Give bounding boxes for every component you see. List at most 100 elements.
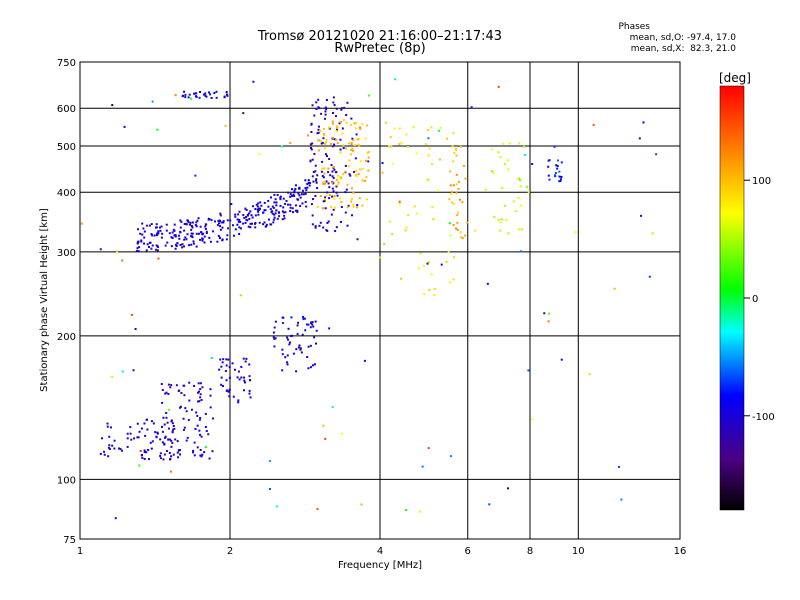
data-point: [189, 221, 192, 224]
data-point: [355, 206, 358, 209]
data-point: [258, 207, 261, 210]
data-point: [430, 163, 433, 166]
data-point: [259, 201, 262, 204]
data-point: [226, 93, 229, 96]
data-point: [324, 207, 327, 210]
data-point: [199, 382, 202, 385]
data-point: [242, 222, 245, 225]
data-point: [263, 201, 266, 204]
data-point: [282, 206, 285, 209]
colorbar-tick-label: -100: [752, 412, 775, 423]
data-point: [450, 455, 453, 458]
data-point: [271, 205, 274, 208]
data-point: [209, 93, 212, 96]
data-point: [289, 341, 292, 344]
data-point: [339, 138, 342, 141]
data-point: [170, 455, 173, 458]
data-point: [339, 121, 342, 124]
data-point: [249, 210, 252, 213]
data-point: [304, 187, 307, 190]
data-point: [331, 122, 334, 125]
data-point: [348, 173, 351, 176]
data-point: [185, 439, 188, 442]
data-point: [196, 424, 199, 427]
data-point: [257, 213, 260, 216]
data-point: [234, 228, 237, 231]
data-point: [452, 160, 455, 163]
data-point: [449, 170, 452, 173]
data-point: [367, 169, 370, 172]
data-point: [239, 294, 242, 297]
data-point: [177, 456, 180, 459]
data-point: [310, 203, 313, 206]
data-point: [173, 223, 176, 226]
data-point: [151, 244, 154, 247]
data-point: [412, 126, 415, 129]
data-point: [315, 178, 318, 181]
data-point: [136, 242, 139, 245]
data-point: [305, 323, 308, 326]
data-point: [199, 416, 202, 419]
data-points: [80, 78, 658, 520]
data-point: [111, 104, 114, 107]
data-point: [438, 158, 441, 161]
data-point: [199, 396, 202, 399]
data-point: [198, 400, 201, 403]
data-point: [506, 159, 509, 162]
data-point: [199, 448, 202, 451]
data-point: [204, 412, 207, 415]
data-point: [196, 219, 199, 222]
x-axis-ticks: 1 2 4 6 8 10 16: [77, 546, 687, 557]
data-point: [214, 220, 217, 223]
data-point: [299, 205, 302, 208]
data-point: [287, 338, 290, 341]
data-point: [120, 449, 123, 452]
data-point: [238, 210, 241, 213]
data-point: [222, 358, 225, 361]
data-point: [355, 175, 358, 178]
data-point: [290, 188, 293, 191]
data-point: [455, 154, 458, 157]
data-point: [317, 98, 320, 101]
data-point: [198, 418, 201, 421]
data-point: [497, 85, 500, 88]
data-point: [153, 234, 156, 237]
data-point: [197, 400, 200, 403]
data-point: [514, 210, 517, 213]
data-point: [208, 91, 211, 94]
data-point: [325, 155, 328, 158]
data-point: [307, 323, 310, 326]
data-point: [320, 112, 323, 115]
data-point: [199, 393, 202, 396]
data-point: [254, 214, 257, 217]
data-point: [325, 229, 328, 232]
data-point: [182, 417, 185, 420]
data-point: [185, 238, 188, 241]
data-point: [367, 160, 370, 163]
data-point: [188, 381, 191, 384]
data-point: [554, 175, 557, 178]
data-point: [450, 193, 453, 196]
data-point: [311, 104, 314, 107]
data-point: [234, 215, 237, 218]
data-point: [319, 194, 322, 197]
data-point: [184, 96, 187, 99]
data-point: [348, 159, 351, 162]
data-point: [218, 219, 221, 222]
data-point: [359, 160, 362, 163]
data-point: [292, 193, 295, 196]
data-point: [331, 181, 334, 184]
data-point: [237, 401, 240, 404]
data-point: [290, 316, 293, 319]
data-point: [333, 168, 336, 171]
data-point: [195, 225, 198, 228]
data-point: [209, 406, 212, 409]
data-point: [217, 220, 220, 223]
data-point: [307, 367, 310, 370]
data-point: [554, 171, 557, 174]
data-point: [452, 256, 455, 259]
data-point: [379, 256, 382, 259]
data-point: [427, 447, 430, 450]
data-point: [177, 389, 180, 392]
